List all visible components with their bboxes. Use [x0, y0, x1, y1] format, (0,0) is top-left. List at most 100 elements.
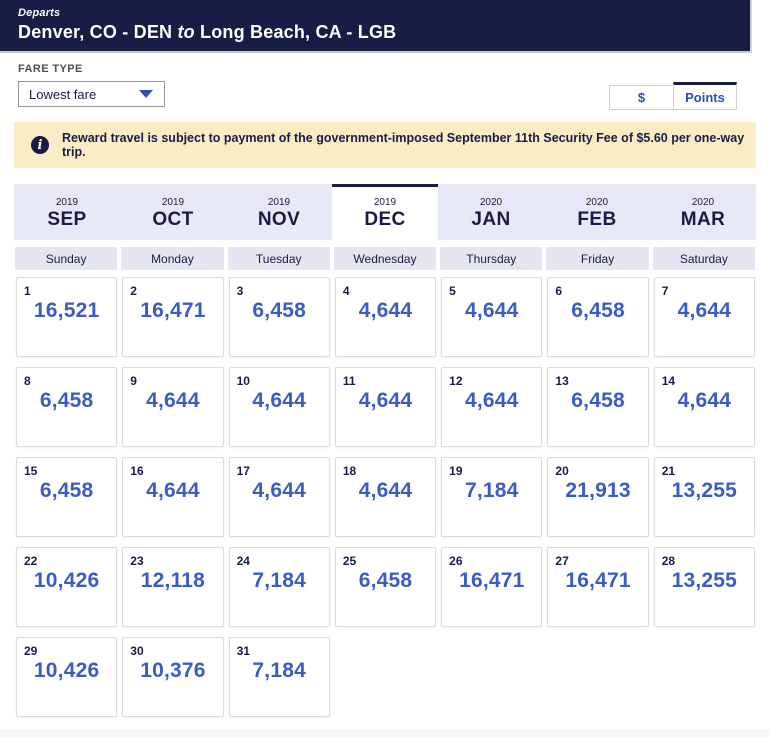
day-fare-points: 4,644 [252, 479, 306, 502]
day-fare-points: 4,644 [358, 389, 413, 412]
day-number: 11 [342, 374, 356, 388]
calendar-day-cell-17[interactable]: 17 4,644 [228, 457, 330, 537]
day-fare-points: 6,458 [571, 299, 625, 322]
calendar-day-cell-14[interactable]: 14 4,644 [653, 367, 755, 447]
month-tab-oct[interactable]: 2019 OCT [120, 184, 226, 240]
month-tab-year: 2020 [479, 196, 503, 208]
calendar-day-cell-1[interactable]: 1 16,521 [16, 277, 118, 357]
calendar-day-cell-9[interactable]: 9 4,644 [122, 367, 224, 447]
month-tabs: 2019 SEP 2019 OCT 2019 NOV 2019 DEC 2020… [14, 184, 756, 240]
route-origin: Denver, CO - DEN [18, 22, 173, 42]
calendar-day-cell-10[interactable]: 10 4,644 [228, 367, 330, 447]
day-fare-points: 21,913 [565, 479, 631, 502]
day-of-week-headers: Sunday Monday Tuesday Wednesday Thursday Frid… [15, 247, 755, 270]
route-title: Denver, CO - DEN to Long Beach, CA - LGB [18, 22, 750, 43]
calendar-day-cell-21[interactable]: 21 13,255 [653, 457, 755, 537]
calendar-grid: 1 16,521 2 16,471 3 6,458 4 4,644 5 4,64… [16, 277, 755, 717]
month-tab-sep[interactable]: 2019 SEP [14, 184, 120, 240]
calendar-day-cell-29[interactable]: 29 10,426 [16, 637, 118, 717]
day-fare-points: 4,644 [465, 389, 519, 412]
day-number: 28 [661, 554, 676, 568]
day-of-week-header-sunday: Sunday [15, 247, 118, 270]
calendar-day-cell-24[interactable]: 24 7,184 [228, 547, 330, 627]
calendar-day-cell-5[interactable]: 5 4,644 [441, 277, 543, 357]
day-fare-points: 13,255 [671, 479, 738, 502]
calendar-day-cell-31[interactable]: 31 7,184 [228, 637, 330, 717]
calendar-day-cell-16[interactable]: 16 4,644 [122, 457, 224, 537]
day-of-week-header-wednesday: Wednesday [333, 247, 437, 270]
day-of-week-header-monday: Monday [121, 247, 224, 270]
calendar-day-cell-25[interactable]: 25 6,458 [334, 547, 437, 627]
month-tab-year: 2019 [267, 196, 291, 208]
calendar-day-cell-23[interactable]: 23 12,118 [122, 547, 224, 627]
info-icon: i [31, 136, 49, 154]
month-tab-dec[interactable]: 2019 DEC [332, 184, 438, 240]
day-of-week-header-tuesday: Tuesday [227, 247, 330, 270]
calendar-day-cell-26[interactable]: 26 16,471 [441, 547, 543, 627]
day-fare-points: 7,184 [252, 569, 306, 592]
route-to-word: to [177, 22, 195, 42]
month-tab-mar[interactable]: 2020 MAR [650, 184, 756, 240]
calendar-day-cell-28[interactable]: 28 13,255 [653, 547, 755, 627]
month-tab-label: OCT [152, 208, 194, 230]
month-tab-feb[interactable]: 2020 FEB [544, 184, 650, 240]
day-of-week-header-thursday: Thursday [440, 247, 543, 270]
calendar-day-cell-27[interactable]: 27 16,471 [547, 547, 649, 627]
calendar-day-cell-6[interactable]: 6 6,458 [547, 277, 649, 357]
day-fare-points: 4,644 [677, 389, 732, 412]
calendar-day-cell-18[interactable]: 18 4,644 [334, 457, 437, 537]
calendar-day-cell-3[interactable]: 3 6,458 [228, 277, 330, 357]
dollars-toggle-button[interactable]: $ [609, 85, 673, 110]
calendar-day-cell-4[interactable]: 4 4,644 [334, 277, 437, 357]
calendar-day-cell-15[interactable]: 15 6,458 [16, 457, 118, 537]
day-number: 31 [236, 644, 250, 658]
day-number: 23 [130, 554, 144, 568]
day-fare-points: 4,644 [146, 479, 200, 502]
calendar-day-cell-7[interactable]: 7 4,644 [653, 277, 755, 357]
calendar-day-cell-30[interactable]: 30 10,376 [122, 637, 224, 717]
day-number: 19 [449, 464, 463, 478]
calendar-day-cell-11[interactable]: 11 4,644 [334, 367, 437, 447]
calendar-day-cell-20[interactable]: 20 21,913 [547, 457, 649, 537]
calendar-day-cell-13[interactable]: 13 6,458 [547, 367, 649, 447]
calendar-day-cell-22[interactable]: 22 10,426 [16, 547, 118, 627]
month-tab-year: 2020 [691, 196, 715, 208]
day-fare-points: 7,184 [465, 479, 519, 502]
day-fare-points: 7,184 [252, 659, 306, 682]
day-number: 9 [130, 374, 137, 388]
currency-toggle: $ Points [609, 82, 737, 110]
day-number: 15 [24, 464, 38, 478]
day-number: 30 [130, 644, 144, 658]
month-tab-jan[interactable]: 2020 JAN [438, 184, 544, 240]
calendar-day-cell-12[interactable]: 12 4,644 [441, 367, 543, 447]
day-fare-points: 4,644 [146, 389, 200, 412]
departs-label: Departs [18, 7, 61, 19]
month-tab-nov[interactable]: 2019 NOV [226, 184, 332, 240]
page-bottom-edge [0, 730, 770, 737]
fare-type-dropdown[interactable]: Lowest fare [18, 81, 165, 107]
route-header: Departs Denver, CO - DEN to Long Beach, … [0, 0, 752, 53]
calendar-day-cell-8[interactable]: 8 6,458 [16, 367, 118, 447]
points-toggle-button[interactable]: Points [673, 82, 737, 110]
calendar-day-cell-2[interactable]: 2 16,471 [122, 277, 224, 357]
day-of-week-header-friday: Friday [546, 247, 649, 270]
month-tab-year: 2019 [373, 196, 397, 208]
day-number: 8 [24, 374, 31, 388]
day-number: 1 [24, 284, 31, 298]
day-number: 26 [449, 554, 463, 568]
day-number: 7 [661, 284, 669, 298]
calendar-day-cell-19[interactable]: 19 7,184 [441, 457, 543, 537]
day-of-week-header-saturday: Saturday [652, 247, 755, 270]
day-fare-points: 6,458 [39, 479, 94, 502]
month-tab-year: 2020 [585, 196, 609, 208]
day-fare-points: 6,458 [252, 299, 306, 322]
day-fare-points: 6,458 [39, 389, 94, 412]
day-number: 2 [130, 284, 137, 298]
day-fare-points: 16,521 [33, 299, 100, 322]
fare-type-selected-value: Lowest fare [29, 86, 97, 102]
month-tab-year: 2019 [55, 196, 79, 208]
day-number: 18 [342, 464, 357, 478]
month-tab-year: 2019 [161, 196, 185, 208]
day-number: 16 [130, 464, 144, 478]
